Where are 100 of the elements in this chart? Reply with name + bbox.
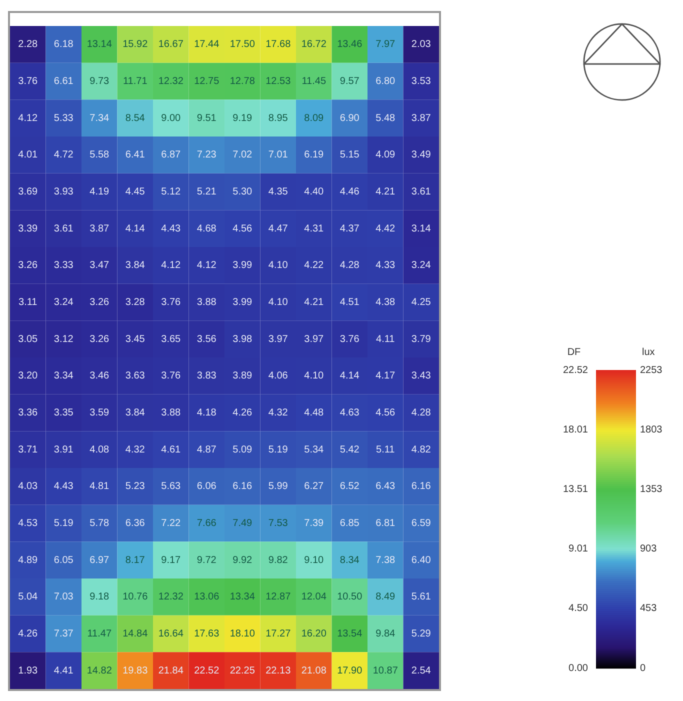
data-label: 5.11	[376, 444, 396, 456]
data-label: 4.14	[125, 223, 146, 234]
data-label: 4.09	[376, 150, 396, 161]
data-label: 3.20	[18, 370, 38, 382]
data-label: 8.34	[340, 554, 360, 566]
data-label: 8.49	[376, 592, 396, 603]
data-label: 4.32	[268, 408, 288, 418]
data-label: 4.63	[340, 408, 360, 418]
data-label: 5.63	[161, 481, 182, 492]
data-label: 21.84	[158, 665, 184, 676]
text: 0	[640, 662, 646, 674]
data-label: 14.82	[86, 665, 112, 676]
data-label: 3.71	[18, 444, 38, 456]
data-label: 4.12	[18, 112, 38, 124]
data-label: 3.99	[232, 297, 253, 308]
data-label: 3.87	[90, 223, 110, 234]
data-label: 3.53	[411, 76, 432, 87]
data-label: 11.71	[122, 76, 148, 87]
data-label: 3.76	[161, 297, 182, 308]
data-label: 4.17	[376, 370, 396, 382]
data-label: 22.13	[266, 665, 292, 676]
data-label: 5.04	[18, 592, 38, 603]
data-label: 22.52	[194, 665, 220, 676]
data-label: 3.26	[90, 297, 110, 308]
data-label: 4.10	[268, 260, 288, 272]
data-label: 5.19	[268, 444, 288, 456]
data-label: 9.51	[196, 112, 217, 124]
data-label: 4.33	[376, 260, 396, 272]
data-label: 5.29	[411, 628, 432, 640]
data-label: 17.44	[194, 39, 220, 50]
data-label: 12.78	[230, 76, 256, 87]
color-bar-label: 9.01	[568, 544, 588, 555]
data-label: 3.79	[411, 334, 432, 345]
data-label: 3.99	[232, 260, 253, 272]
data-label: 4.43	[161, 223, 182, 234]
data-label: 6.87	[161, 150, 182, 161]
data-label: 9.18	[90, 592, 110, 603]
data-label: 3.76	[161, 370, 182, 382]
data-label: 10.50	[337, 592, 363, 603]
data-label: 10.87	[372, 665, 398, 676]
data-label: 4.72	[54, 150, 74, 161]
data-label: 3.11	[18, 297, 38, 308]
data-label: 4.35	[268, 186, 288, 198]
data-label: 4.38	[376, 297, 396, 308]
data-label: 3.88	[196, 297, 217, 308]
data-label: 6.97	[90, 554, 110, 566]
data-label: 9.92	[232, 554, 253, 566]
data-label: 4.81	[90, 481, 110, 492]
data-label: 4.45	[125, 186, 146, 198]
data-label: 3.97	[268, 334, 288, 345]
data-label: 8.95	[268, 112, 288, 124]
data-label: 5.09	[232, 444, 253, 456]
data-label: 3.26	[18, 260, 38, 272]
data-label: 4.31	[304, 223, 324, 234]
data-label: 3.24	[411, 260, 432, 272]
data-label: 5.78	[90, 518, 110, 529]
data-label: 6.80	[376, 76, 396, 87]
data-label: 3.63	[125, 370, 146, 382]
data-label: 5.48	[376, 112, 396, 124]
data-label: 4.61	[161, 444, 182, 456]
data-label: 7.22	[161, 518, 182, 529]
color-bar-label: 13.51	[562, 484, 588, 495]
data-label: 6.43	[376, 481, 396, 492]
data-label: 6.41	[125, 150, 146, 161]
data-label: 22.25	[230, 665, 256, 676]
color-bar-title: DF	[567, 346, 581, 358]
data-label: 3.87	[411, 112, 432, 124]
data-label: 4.03	[18, 481, 38, 492]
data-label: 4.12	[161, 260, 182, 272]
data-label: 5.58	[90, 150, 110, 161]
data-label: 8.54	[125, 112, 146, 124]
data-label: 4.22	[304, 260, 324, 272]
data-label: 2.28	[18, 39, 38, 50]
data-label: 12.04	[301, 592, 327, 603]
data-label: 12.53	[266, 76, 292, 87]
data-label: 3.34	[54, 370, 74, 382]
data-label: 3.35	[54, 408, 74, 418]
data-label: 3.26	[90, 334, 110, 345]
data-label: 4.41	[54, 665, 74, 676]
data-label: 4.87	[196, 444, 217, 456]
data-label: 5.33	[54, 112, 74, 124]
data-label: 4.08	[90, 444, 110, 456]
data-label: 18.10	[230, 628, 256, 640]
data-label: 4.89	[18, 554, 38, 566]
data-label: 3.91	[54, 444, 74, 456]
data-label: 7.01	[268, 150, 288, 161]
data-label: 16.64	[158, 628, 184, 640]
data-label: 3.83	[196, 370, 217, 382]
data-label: 2.03	[411, 39, 432, 50]
data-label: 4.47	[268, 223, 288, 234]
data-label: 3.61	[54, 223, 74, 234]
data-label: 3.69	[18, 186, 38, 198]
text: 903	[640, 544, 658, 555]
color-bar-label: 18.01	[562, 424, 588, 436]
text: 453	[640, 603, 658, 614]
data-label: 4.42	[376, 223, 396, 234]
data-label: 4.28	[411, 408, 432, 418]
data-label: 9.73	[90, 76, 110, 87]
data-label: 9.10	[304, 554, 324, 566]
color-bar-label: 22.52	[562, 364, 588, 376]
